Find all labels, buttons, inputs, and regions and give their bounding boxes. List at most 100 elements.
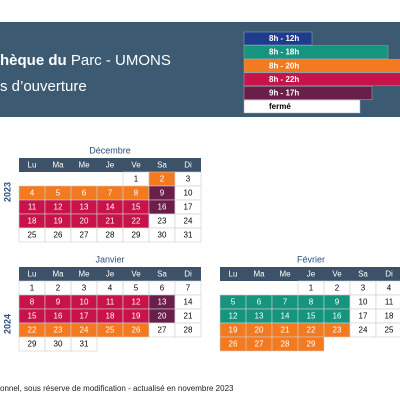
day-number: 24 bbox=[359, 326, 368, 335]
day-number: 10 bbox=[80, 298, 89, 307]
month-title: Décembre bbox=[89, 145, 131, 155]
day-number: 20 bbox=[80, 217, 89, 226]
day-number: 24 bbox=[80, 326, 89, 335]
weekday-label: Ve bbox=[131, 161, 141, 170]
year-label: 2024 bbox=[2, 314, 12, 334]
day-number: 2 bbox=[160, 175, 165, 184]
month-title: Janvier bbox=[95, 254, 124, 264]
day-number: 16 bbox=[333, 312, 342, 321]
day-number: 22 bbox=[307, 326, 316, 335]
day-number: 25 bbox=[28, 231, 37, 240]
weekday-label: Di bbox=[184, 161, 192, 170]
day-number: 16 bbox=[158, 203, 167, 212]
day-number: 27 bbox=[158, 326, 167, 335]
day-number: 23 bbox=[333, 326, 342, 335]
day-number: 13 bbox=[80, 203, 89, 212]
weekday-label: Me bbox=[78, 161, 90, 170]
footer: onnel, sous réserve de modification - ac… bbox=[0, 384, 234, 393]
day-number: 14 bbox=[106, 203, 115, 212]
day-number: 18 bbox=[385, 312, 394, 321]
day-number: 26 bbox=[132, 326, 141, 335]
day-number: 8 bbox=[30, 298, 35, 307]
day-number: 8 bbox=[309, 298, 314, 307]
day-number: 17 bbox=[80, 312, 89, 321]
title-rest: Parc - UMONS bbox=[71, 52, 171, 69]
weekday-label: Di bbox=[184, 270, 192, 279]
title-bold: hèque du bbox=[0, 52, 67, 69]
day-number: 2 bbox=[56, 284, 61, 293]
day-number: 7 bbox=[186, 284, 191, 293]
day-number: 21 bbox=[281, 326, 290, 335]
day-number: 6 bbox=[82, 189, 87, 198]
header-subtitle: s d’ouverture bbox=[0, 78, 87, 95]
legend-swatch bbox=[243, 99, 361, 114]
day-number: 3 bbox=[361, 284, 366, 293]
day-cell bbox=[174, 322, 202, 338]
day-number: 7 bbox=[108, 189, 113, 198]
legend-label: 9h - 17h bbox=[269, 89, 299, 98]
year-label: 2023 bbox=[2, 182, 12, 202]
weekday-label: Sa bbox=[157, 161, 167, 170]
weekday-label: Ve bbox=[332, 270, 342, 279]
day-number: 18 bbox=[28, 217, 37, 226]
day-number: 2 bbox=[335, 284, 340, 293]
day-number: 9 bbox=[56, 298, 61, 307]
legend-label: 8h - 20h bbox=[269, 61, 299, 70]
day-number: 24 bbox=[184, 217, 193, 226]
day-cell bbox=[174, 227, 202, 243]
day-number: 3 bbox=[186, 175, 191, 184]
day-number: 13 bbox=[158, 298, 167, 307]
weekday-label: Me bbox=[78, 270, 90, 279]
day-number: 11 bbox=[28, 203, 37, 212]
day-number: 1 bbox=[309, 284, 314, 293]
day-number: 27 bbox=[80, 231, 89, 240]
day-number: 23 bbox=[158, 217, 167, 226]
day-number: 28 bbox=[281, 340, 290, 349]
legend-swatch bbox=[243, 86, 373, 100]
day-number: 1 bbox=[134, 175, 139, 184]
day-number: 29 bbox=[307, 340, 316, 349]
day-number: 15 bbox=[28, 312, 37, 321]
day-number: 18 bbox=[106, 312, 115, 321]
legend-label: 8h - 18h bbox=[269, 48, 299, 57]
day-number: 6 bbox=[160, 284, 165, 293]
day-number: 19 bbox=[229, 326, 238, 335]
legend-label: 8h - 22h bbox=[269, 75, 299, 84]
weekday-label: Sa bbox=[157, 270, 167, 279]
legend-label: 8h - 12h bbox=[269, 34, 299, 43]
day-number: 12 bbox=[132, 298, 141, 307]
day-number: 7 bbox=[283, 298, 288, 307]
weekday-label: Lu bbox=[229, 270, 238, 279]
weekday-label: Sa bbox=[358, 270, 368, 279]
legend-swatch bbox=[243, 72, 400, 87]
day-number: 5 bbox=[231, 298, 236, 307]
weekday-label: Je bbox=[106, 270, 115, 279]
day-number: 12 bbox=[54, 203, 63, 212]
weekday-label: Ma bbox=[253, 270, 265, 279]
legend-swatch bbox=[243, 45, 389, 59]
day-number: 31 bbox=[80, 340, 89, 349]
day-number: 26 bbox=[229, 340, 238, 349]
day-number: 21 bbox=[184, 312, 193, 321]
legend-label: fermé bbox=[269, 102, 291, 111]
day-number: 30 bbox=[54, 340, 63, 349]
day-number: 22 bbox=[132, 217, 141, 226]
day-number: 5 bbox=[134, 284, 139, 293]
day-number: 13 bbox=[255, 312, 264, 321]
weekday-header bbox=[19, 158, 201, 172]
day-number: 10 bbox=[184, 189, 193, 198]
day-number: 19 bbox=[54, 217, 63, 226]
day-number: 4 bbox=[108, 284, 113, 293]
weekday-label: Ve bbox=[131, 270, 141, 279]
day-number: 19 bbox=[132, 312, 141, 321]
day-number: 11 bbox=[385, 298, 394, 307]
legend-swatch bbox=[243, 31, 313, 46]
weekday-label: Lu bbox=[28, 161, 37, 170]
day-number: 4 bbox=[30, 189, 35, 198]
day-number: 11 bbox=[106, 298, 115, 307]
day-number: 4 bbox=[387, 284, 392, 293]
day-number: 25 bbox=[385, 326, 394, 335]
day-number: 20 bbox=[158, 312, 167, 321]
